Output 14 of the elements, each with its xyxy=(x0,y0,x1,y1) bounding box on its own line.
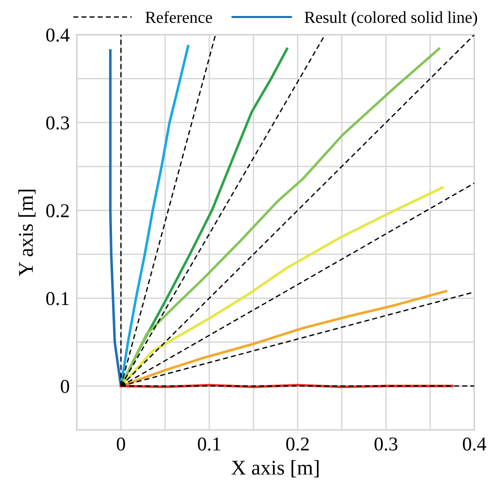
x-tick-label: 0.2 xyxy=(286,437,309,451)
x-tick-label: 0.4 xyxy=(462,437,486,451)
legend-label: Reference xyxy=(145,11,212,23)
x-tick-label: 0 xyxy=(116,437,126,451)
legend-label: Result (colored solid line) xyxy=(304,11,478,26)
y-tick-label: 0.2 xyxy=(46,204,69,218)
x-axis-title: X axis [m] xyxy=(231,460,319,478)
y-tick-label: 0.1 xyxy=(46,292,69,306)
y-axis-title: Y axis [m] xyxy=(18,190,36,276)
y-tick-label: 0.4 xyxy=(46,28,70,42)
y-tick-label: 0 xyxy=(60,380,70,393)
y-tick-label: 0.3 xyxy=(46,116,70,130)
x-tick-label: 0.3 xyxy=(374,437,398,451)
x-tick-label: 0.1 xyxy=(198,437,220,451)
